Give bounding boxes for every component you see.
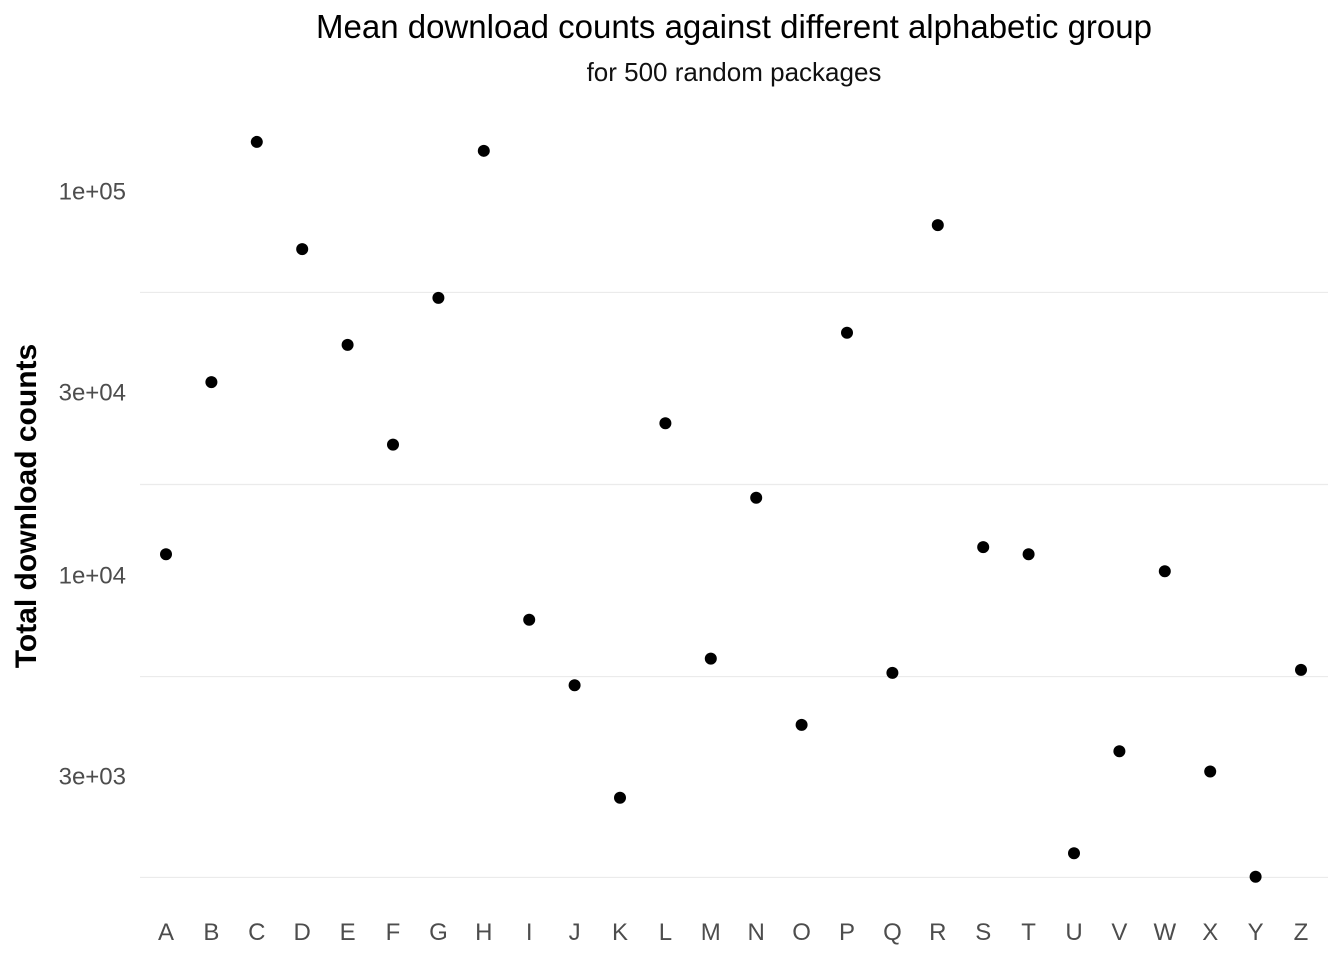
data-point-F (387, 438, 399, 451)
x-tick-label: Y (1248, 919, 1264, 946)
data-point-P (841, 326, 853, 339)
x-tick-label: M (701, 919, 721, 946)
data-point-X (1204, 765, 1217, 778)
data-point-A (160, 548, 172, 561)
x-tick-label: J (569, 919, 581, 946)
data-point-T (1022, 548, 1035, 561)
data-points (160, 135, 1307, 883)
data-point-M (704, 652, 717, 665)
data-point-Q (886, 666, 899, 679)
data-point-E (341, 338, 354, 351)
data-point-Y (1249, 870, 1262, 883)
y-tick-label: 3e+04 (59, 379, 126, 406)
x-tick-label: B (203, 919, 219, 946)
x-tick-label: U (1065, 919, 1082, 946)
data-point-J (568, 679, 581, 692)
data-point-B (205, 376, 218, 389)
data-point-L (659, 417, 672, 430)
x-tick-label: V (1111, 919, 1127, 946)
x-tick-label: K (612, 919, 628, 946)
x-tick-label: E (340, 919, 356, 946)
x-tick-label: R (929, 919, 946, 946)
x-tick-label: O (792, 919, 811, 946)
x-tick-label: P (839, 919, 855, 946)
data-point-R (931, 219, 944, 232)
x-tick-label: Q (883, 919, 902, 946)
data-point-D (296, 243, 309, 256)
x-tick-label: S (975, 919, 991, 946)
x-tick-label: C (248, 919, 265, 946)
data-point-C (250, 135, 263, 148)
x-tick-label: Z (1294, 919, 1309, 946)
x-tick-label: I (526, 919, 533, 946)
x-tick-label: D (294, 919, 311, 946)
data-point-W (1158, 565, 1171, 578)
data-point-S (977, 541, 990, 554)
x-tick-label: L (659, 919, 672, 946)
x-tick-label: N (748, 919, 765, 946)
chart-title: Mean download counts against different a… (316, 8, 1152, 45)
data-point-I (523, 613, 536, 626)
data-point-V (1113, 745, 1126, 758)
data-point-G (432, 291, 445, 304)
grid-lines (140, 191, 1328, 879)
x-tick-label: F (386, 919, 401, 946)
data-point-N (750, 491, 763, 504)
x-tick-label: A (158, 919, 174, 946)
data-point-U (1068, 847, 1080, 860)
y-axis-ticks: 3e+03 1e+04 3e+04 1e+05 (59, 179, 126, 791)
chart-subtitle: for 500 random packages (586, 57, 882, 87)
x-tick-label: H (475, 919, 492, 946)
data-point-H (477, 144, 490, 157)
x-tick-label: W (1153, 919, 1176, 946)
y-tick-label: 1e+05 (59, 179, 126, 206)
data-point-Z (1295, 663, 1307, 676)
x-tick-label: X (1202, 919, 1218, 946)
data-point-K (614, 791, 626, 804)
y-tick-label: 1e+04 (59, 563, 126, 590)
y-tick-label: 3e+03 (59, 764, 126, 791)
x-tick-label: G (429, 919, 448, 946)
x-tick-label: T (1021, 919, 1036, 946)
data-point-O (795, 718, 808, 731)
